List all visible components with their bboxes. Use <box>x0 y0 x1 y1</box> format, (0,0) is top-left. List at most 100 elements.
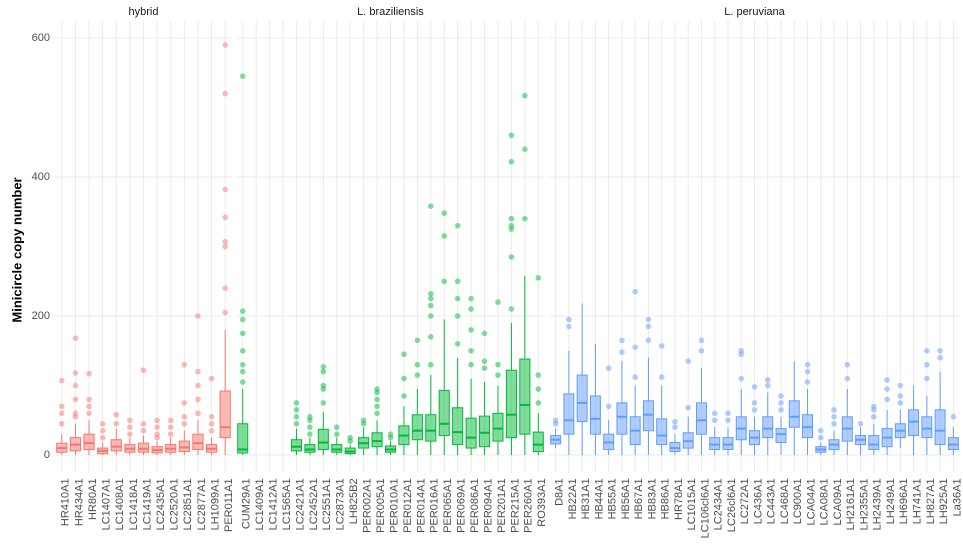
outlier <box>72 410 79 417</box>
outlier <box>208 413 215 420</box>
box <box>519 358 531 435</box>
outlier <box>508 158 515 165</box>
outlier <box>222 214 228 221</box>
box <box>775 428 787 444</box>
x-tick-label: LC900A1 <box>792 478 804 524</box>
x-tick-label: HB44A1 <box>593 478 605 519</box>
box <box>237 423 249 454</box>
x-tick-label: LC2520A1 <box>169 478 181 530</box>
x-tick-label: LC2551A1 <box>321 478 333 530</box>
outlier <box>140 427 147 434</box>
outlier <box>468 327 474 333</box>
x-tick-label: LC1409A1 <box>254 478 266 530</box>
y-tick-label: 400 <box>32 171 50 183</box>
outlier <box>738 375 745 382</box>
outlier <box>685 358 692 364</box>
outlier <box>685 404 692 411</box>
outlier <box>167 417 174 424</box>
outlier <box>428 302 434 309</box>
outlier <box>154 417 160 424</box>
box <box>589 395 601 435</box>
x-tick-label: PER201A1 <box>496 478 508 532</box>
outlier <box>222 90 228 97</box>
x-tick-label: PER005A1 <box>375 478 387 532</box>
x-tick-label: LC1015A1 <box>686 478 698 530</box>
box <box>576 374 588 423</box>
box <box>709 437 721 450</box>
outlier <box>831 420 837 427</box>
outlier <box>725 410 731 417</box>
outlier <box>181 361 188 368</box>
x-tick-label: LC468A1 <box>779 478 791 524</box>
outlier <box>307 413 313 420</box>
x-tick-label: LH825B2 <box>348 478 360 524</box>
outlier <box>167 431 174 437</box>
outlier <box>871 403 877 410</box>
outlier <box>320 400 327 406</box>
x-tick-label: LC1419A1 <box>141 478 153 530</box>
outlier <box>619 349 625 355</box>
outlier <box>195 368 201 375</box>
x-tick-label: LH2439A1 <box>872 478 884 530</box>
box <box>492 412 504 442</box>
facet-title: L. peruviana <box>724 6 785 18</box>
outlier <box>924 375 930 382</box>
x-tick-label: PER069A1 <box>456 478 468 532</box>
outlier <box>844 375 851 382</box>
box <box>722 437 734 450</box>
outlier <box>937 347 943 354</box>
outlier <box>857 420 864 427</box>
outlier <box>884 396 890 403</box>
box <box>452 407 464 446</box>
outlier <box>468 295 474 302</box>
x-tick-label: LH2161A1 <box>845 478 857 530</box>
outlier <box>222 42 228 48</box>
outlier <box>127 431 133 437</box>
outlier <box>59 403 65 410</box>
x-tick-label: LH249A1 <box>885 478 897 524</box>
outlier <box>468 347 474 354</box>
outlier <box>725 417 731 424</box>
box <box>371 432 383 448</box>
box <box>868 435 880 450</box>
outlier <box>764 382 771 389</box>
outlier <box>293 407 300 413</box>
outlier <box>454 278 461 285</box>
x-tick-label: LC272A1 <box>739 478 751 524</box>
outlier <box>751 384 758 390</box>
outlier <box>428 290 434 297</box>
outlier <box>441 210 448 216</box>
outlier <box>154 431 160 437</box>
x-tick-label: LH2355A1 <box>858 478 870 530</box>
x-tick-label: LC2851A1 <box>182 478 194 530</box>
outlier <box>522 146 528 152</box>
x-tick-label: LCA08A1 <box>819 478 831 525</box>
outlier <box>72 370 79 376</box>
outlier <box>140 367 147 374</box>
outlier <box>414 361 421 368</box>
x-tick-label: HB55A1 <box>607 478 619 519</box>
x-tick-label: La36A1 <box>951 478 963 516</box>
outlier <box>535 386 542 392</box>
facet-title: hybrid <box>129 6 159 18</box>
outlier <box>454 295 461 302</box>
x-tick-label: PER016A1 <box>429 478 441 532</box>
outlier <box>454 222 461 229</box>
x-tick-label: PER011A1 <box>223 478 235 532</box>
outlier <box>239 73 246 80</box>
outlier <box>619 337 625 344</box>
outlier <box>711 417 718 424</box>
outlier <box>222 243 228 250</box>
outlier <box>59 420 65 427</box>
x-tick-label: LC1412A1 <box>267 478 279 530</box>
outlier <box>778 407 784 413</box>
box <box>802 414 814 439</box>
outlier <box>86 410 92 417</box>
outlier <box>441 278 448 285</box>
outlier <box>401 393 407 399</box>
x-tick-label: PER014A1 <box>415 478 427 532</box>
outlier <box>468 361 474 368</box>
x-tick-label: PER094A1 <box>482 478 494 532</box>
outlier <box>454 341 461 347</box>
outlier <box>333 431 340 437</box>
